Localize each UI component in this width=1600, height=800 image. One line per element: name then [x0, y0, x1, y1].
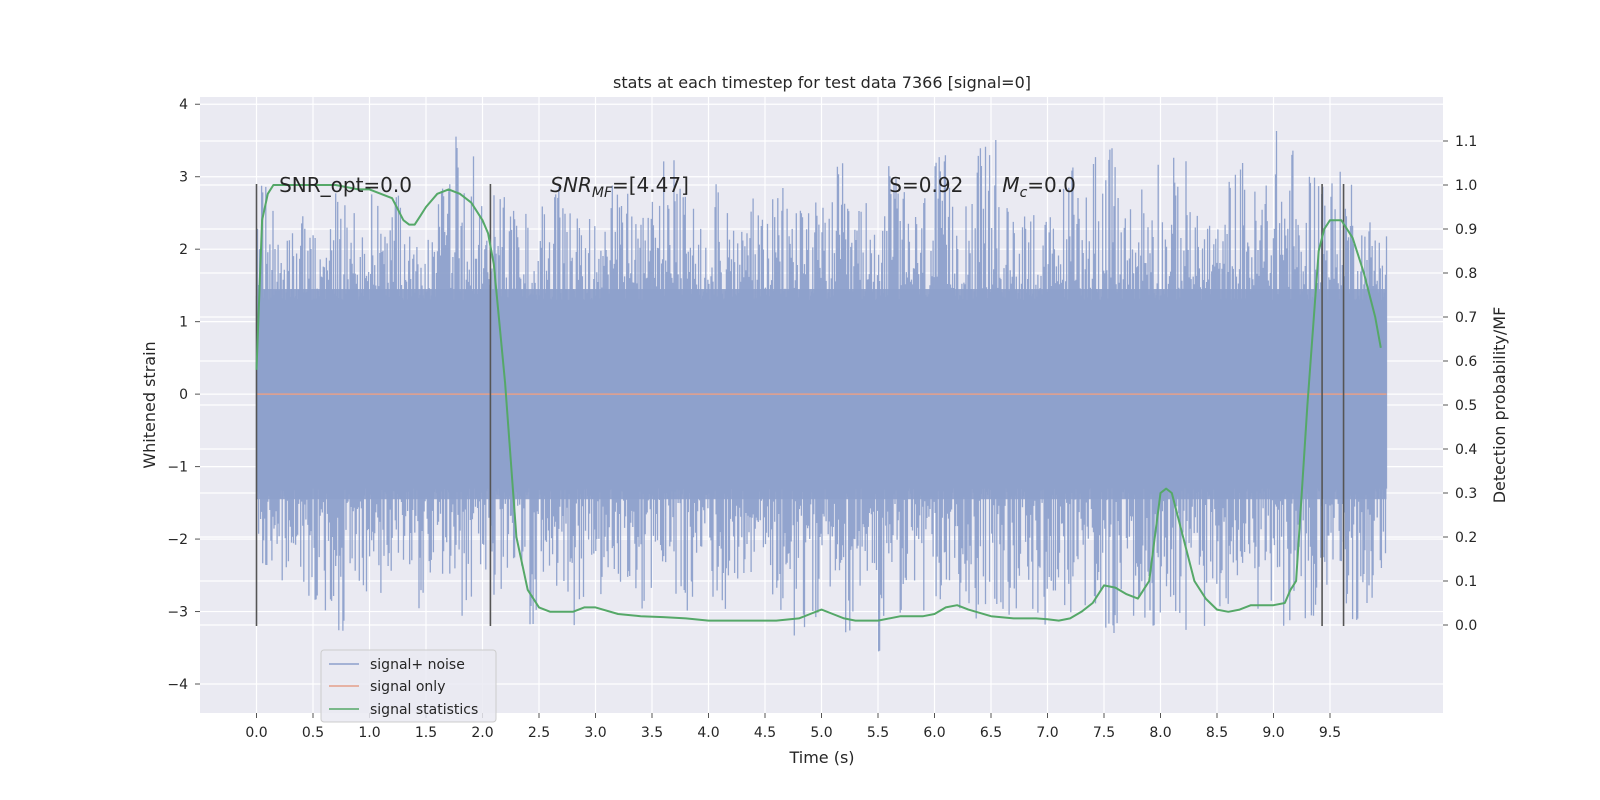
chart-title: stats at each timestep for test data 736…	[613, 73, 1031, 92]
y2-tick-label: 0.7	[1455, 310, 1477, 326]
annotation-main: SNR_opt=0.0	[279, 173, 412, 197]
x-axis-label: Time (s)	[788, 748, 854, 767]
x-tick-label: 4.5	[754, 725, 776, 741]
y-tick-label: −1	[167, 460, 188, 476]
legend-label-signal-noise: signal+ noise	[370, 657, 465, 673]
x-tick-label: 7.5	[1093, 725, 1115, 741]
x-tick-label: 7.0	[1036, 725, 1058, 741]
y2-axis-label: Detection probability/MF	[1490, 307, 1509, 504]
y-tick-label: −4	[167, 677, 188, 693]
x-tick-label: 3.0	[584, 725, 606, 741]
x-tick-label: 5.5	[867, 725, 889, 741]
vertical-lines	[255, 183, 1345, 627]
y-tick-label: 0	[179, 387, 188, 403]
annotation-value: =0.92	[902, 173, 963, 197]
annotation-1: SNRMF=[4.47]	[550, 173, 689, 201]
y2-tick-label: 1.1	[1455, 134, 1477, 150]
series-signal-statistics	[255, 184, 1382, 622]
annotation-main: S	[889, 173, 902, 197]
annotation-subscript: MF	[592, 185, 613, 201]
legend: signal+ noise signal only signal statist…	[320, 649, 497, 723]
y2-tick-label: 0.8	[1455, 266, 1477, 282]
x-tick-label: 8.0	[1149, 725, 1171, 741]
y-tick-label: 2	[179, 242, 188, 258]
y-tick-label: 3	[179, 170, 188, 186]
x-tick-label: 1.0	[358, 725, 380, 741]
y2-tick-label: 0.6	[1455, 354, 1477, 370]
annotation-value: =0.0	[1027, 173, 1076, 197]
x-tick-label: 3.5	[641, 725, 663, 741]
annotation-3: Mc=0.0	[1002, 173, 1076, 201]
y-axis-ticks: 4 3 2 1 0 −1 −2 −3 −4	[167, 97, 200, 693]
x-tick-label: 0.5	[302, 725, 324, 741]
y-tick-label: 1	[179, 315, 188, 331]
y2-tick-label: 0.0	[1455, 618, 1477, 634]
annotation-2: S=0.92	[889, 173, 963, 197]
annotation-subscript: c	[1020, 185, 1028, 201]
x-tick-label: 9.0	[1262, 725, 1284, 741]
y2-tick-label: 0.4	[1455, 442, 1477, 458]
x-tick-label: 0.0	[245, 725, 267, 741]
x-axis-ticks: 0.0 0.5 1.0 1.5 2.0 2.5 3.0 3.5 4.0 4.5 5.0 5.5 6.0 6…	[245, 713, 1341, 741]
annotations: SNR_opt=0.0 SNRMF=[4.47] S=0.92 Mc=0.0	[279, 173, 1076, 201]
y2-tick-label: 0.1	[1455, 574, 1477, 590]
legend-label-signal-only: signal only	[370, 679, 445, 695]
legend-label-signal-statistics: signal statistics	[370, 702, 478, 718]
y2-tick-label: 0.2	[1455, 530, 1477, 546]
x-tick-label: 8.5	[1206, 725, 1228, 741]
y2-tick-label: 0.5	[1455, 398, 1477, 414]
y-axis-label: Whitened strain	[140, 341, 159, 468]
x-tick-label: 1.5	[415, 725, 437, 741]
x-tick-label: 9.5	[1319, 725, 1341, 741]
annotation-value: =[4.47]	[612, 173, 689, 197]
x-tick-label: 2.0	[471, 725, 493, 741]
y-tick-label: −3	[167, 605, 188, 621]
x-tick-label: 6.5	[980, 725, 1002, 741]
signal-statistics-line	[255, 184, 1382, 622]
y2-tick-label: 0.3	[1455, 486, 1477, 502]
x-tick-label: 4.0	[697, 725, 719, 741]
y2-tick-label: 1.0	[1455, 178, 1477, 194]
annotation-main: M	[1002, 173, 1019, 197]
y2-axis-ticks: 1.1 1.0 0.9 0.8 0.7 0.6 0.5 0.4 0.3 0.2 0.1 0.0	[1443, 134, 1477, 634]
annotation-0: SNR_opt=0.0	[279, 173, 412, 197]
y-tick-label: −2	[167, 532, 188, 548]
x-tick-label: 6.0	[923, 725, 945, 741]
x-tick-label: 2.5	[528, 725, 550, 741]
x-tick-label: 5.0	[810, 725, 832, 741]
legend-box	[320, 649, 497, 723]
annotation-main: SNR	[550, 173, 592, 197]
y-tick-label: 4	[179, 97, 188, 113]
y2-tick-label: 0.9	[1455, 222, 1477, 238]
